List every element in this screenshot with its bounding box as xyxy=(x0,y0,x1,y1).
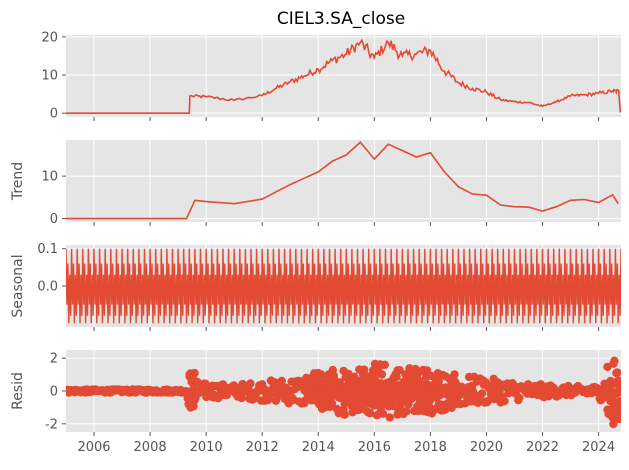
resid-point xyxy=(246,379,255,388)
resid-point xyxy=(380,360,389,369)
resid-point xyxy=(609,419,618,429)
x-tick-label: 2020 xyxy=(470,440,503,455)
panel-trend: 0 10 Trend xyxy=(10,140,621,227)
x-tick-label: 2006 xyxy=(77,440,110,455)
y-tick-label: 0.0 xyxy=(37,280,58,295)
resid-point xyxy=(616,397,621,406)
y-tick-label: 0.1 xyxy=(37,242,58,257)
panel-background xyxy=(66,140,621,222)
resid-point xyxy=(277,376,286,386)
y-tick-label: 20 xyxy=(41,30,58,45)
observed-series-line xyxy=(66,38,621,114)
y-axis-label: Trend xyxy=(10,162,26,201)
resid-point xyxy=(450,370,459,379)
y-tick-label: 10 xyxy=(41,69,58,84)
x-tick-label: 2008 xyxy=(134,440,167,455)
x-tick-label: 2016 xyxy=(358,440,391,455)
resid-points xyxy=(66,356,621,429)
plot-area xyxy=(66,140,619,220)
resid-point xyxy=(515,393,524,402)
x-tick-label: 2024 xyxy=(582,440,615,455)
resid-point xyxy=(340,410,349,419)
x-tick-label: 2014 xyxy=(302,440,335,455)
resid-point xyxy=(377,370,387,379)
panel-background xyxy=(66,35,621,117)
resid-point xyxy=(392,372,401,382)
panel-seasonal: 0.1 0.0 Seasonal xyxy=(10,242,621,331)
resid-point xyxy=(616,411,621,420)
y-tick-label: 2 xyxy=(50,352,58,367)
resid-point xyxy=(610,356,619,365)
trend-series-line xyxy=(66,140,619,220)
x-tick-label: 2010 xyxy=(190,440,223,455)
x-tick-label: 2018 xyxy=(414,440,447,455)
x-tick-label: 2022 xyxy=(526,440,559,455)
resid-point xyxy=(237,393,246,403)
y-tick-label: -2 xyxy=(45,417,58,432)
resid-point xyxy=(365,408,375,418)
y-tick-label: 0 xyxy=(50,107,58,122)
resid-point xyxy=(500,397,509,406)
resid-point xyxy=(378,409,388,418)
resid-point xyxy=(360,365,369,374)
seasonal-series-line xyxy=(66,248,621,324)
y-axis-label: Seasonal xyxy=(10,254,26,317)
resid-point xyxy=(613,368,621,377)
resid-point xyxy=(190,368,199,378)
resid-point xyxy=(616,385,621,395)
y-tick-label: 10 xyxy=(41,170,58,185)
resid-point xyxy=(402,407,411,416)
plot-area xyxy=(66,356,621,429)
y-axis-label: Resid xyxy=(10,372,26,410)
panel-resid: 2006 2008 2010 2012 2014 2016 2018 2020 2022 2024… xyxy=(10,350,621,455)
resid-point xyxy=(385,413,394,422)
chart-title: CIEL3.SA_close xyxy=(277,9,405,29)
resid-point xyxy=(615,378,621,387)
x-tick-label: 2012 xyxy=(246,440,279,455)
plot-area xyxy=(66,38,621,114)
resid-point xyxy=(327,399,337,408)
y-tick-label: 0 xyxy=(50,212,58,227)
y-tick-label: 0 xyxy=(50,385,58,400)
resid-point xyxy=(395,366,404,375)
plot-area xyxy=(66,248,621,324)
panel-observed: 0 10 20 xyxy=(41,30,621,122)
resid-point xyxy=(477,389,487,398)
resid-point xyxy=(434,377,443,386)
